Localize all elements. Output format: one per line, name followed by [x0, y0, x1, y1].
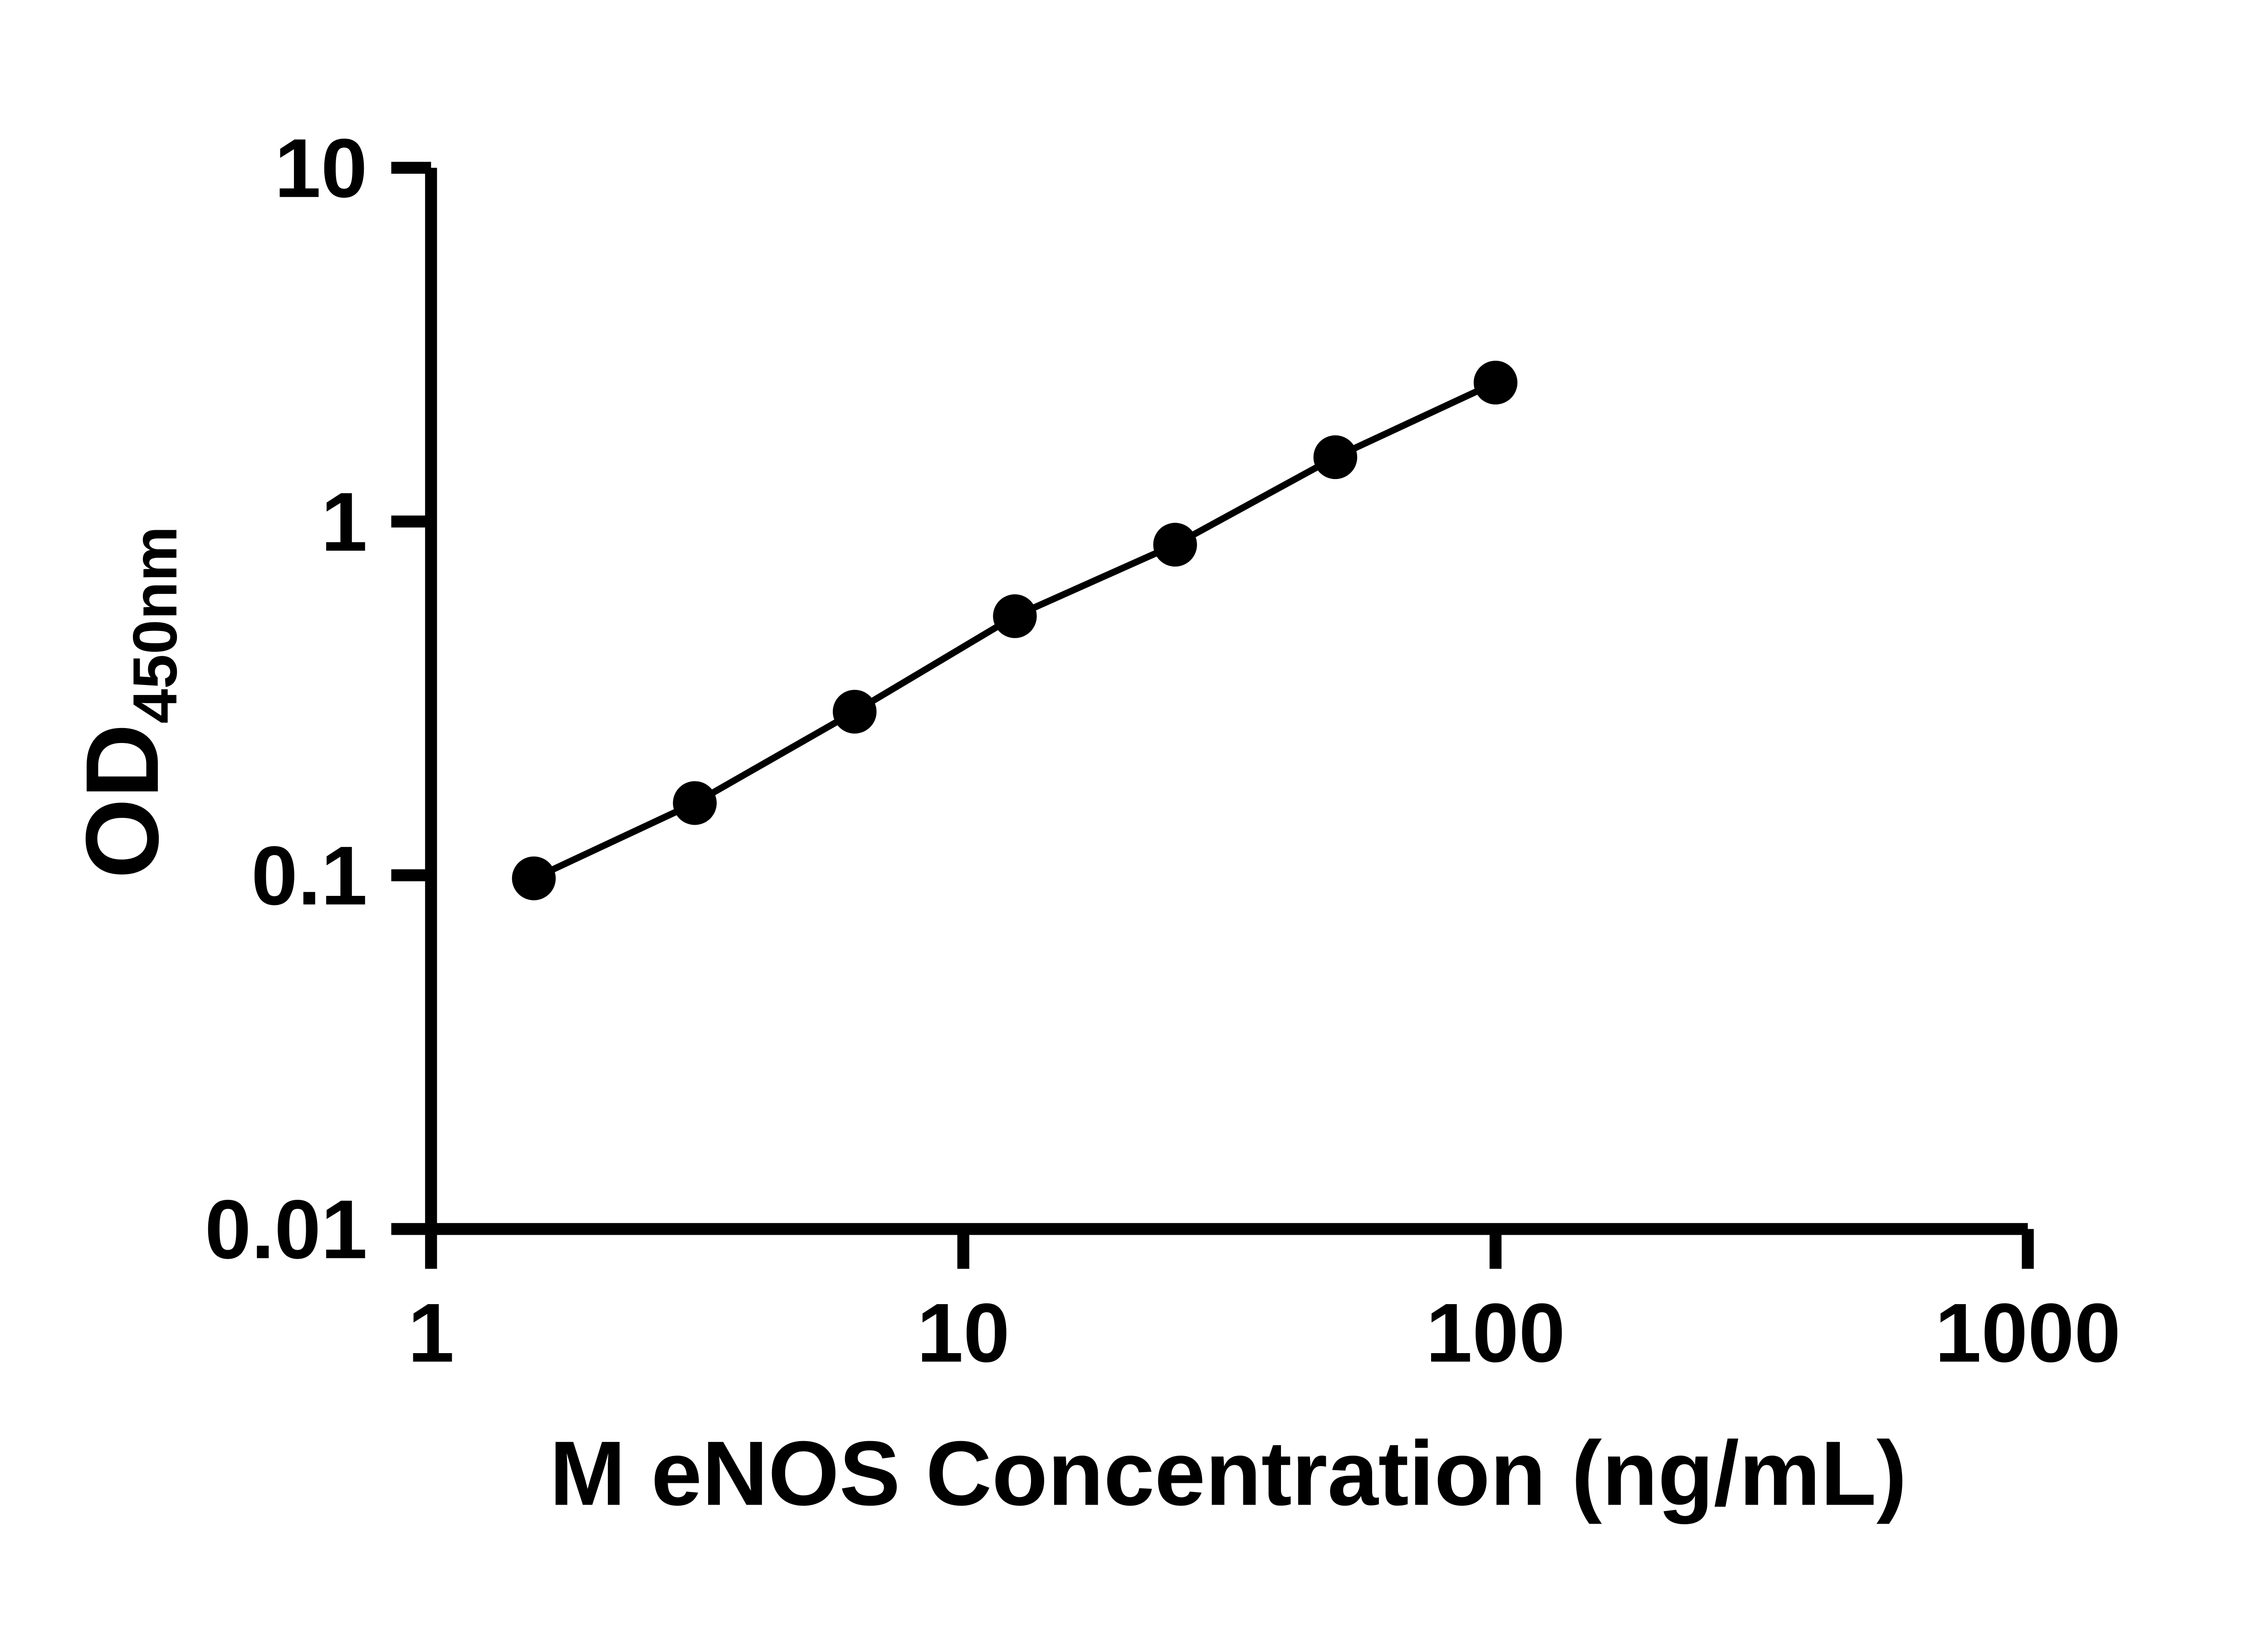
y-axis-title-main: OD	[65, 724, 180, 879]
axis-spine	[425, 167, 2028, 1235]
data-point	[512, 856, 556, 900]
data-point	[673, 781, 717, 825]
y-axis-title-subscript: 450nm	[121, 526, 190, 724]
x-tick-label: 100	[1426, 1286, 1565, 1380]
axes	[391, 161, 2034, 1269]
tick-labels: 0.01 0.1 1 10 1 10 100 1000	[205, 122, 2121, 1380]
x-tick-label: 10	[917, 1286, 1010, 1380]
data-point	[1313, 435, 1358, 479]
data-point	[1473, 361, 1518, 405]
data-point	[993, 594, 1037, 638]
y-axis-title: OD450nm	[65, 526, 190, 879]
y-tick-label: 10	[274, 122, 367, 215]
data-series	[512, 361, 1518, 900]
data-point	[1153, 523, 1197, 567]
data-point	[832, 689, 877, 734]
x-axis-title: M eNOS Concentration (ng/mL)	[549, 1422, 1907, 1525]
x-tick-label: 1	[408, 1286, 454, 1380]
x-tick-label: 1000	[1935, 1286, 2121, 1380]
y-tick-label: 0.01	[205, 1183, 367, 1276]
y-tick-label: 0.1	[251, 829, 367, 923]
y-tick-label: 1	[321, 475, 367, 569]
